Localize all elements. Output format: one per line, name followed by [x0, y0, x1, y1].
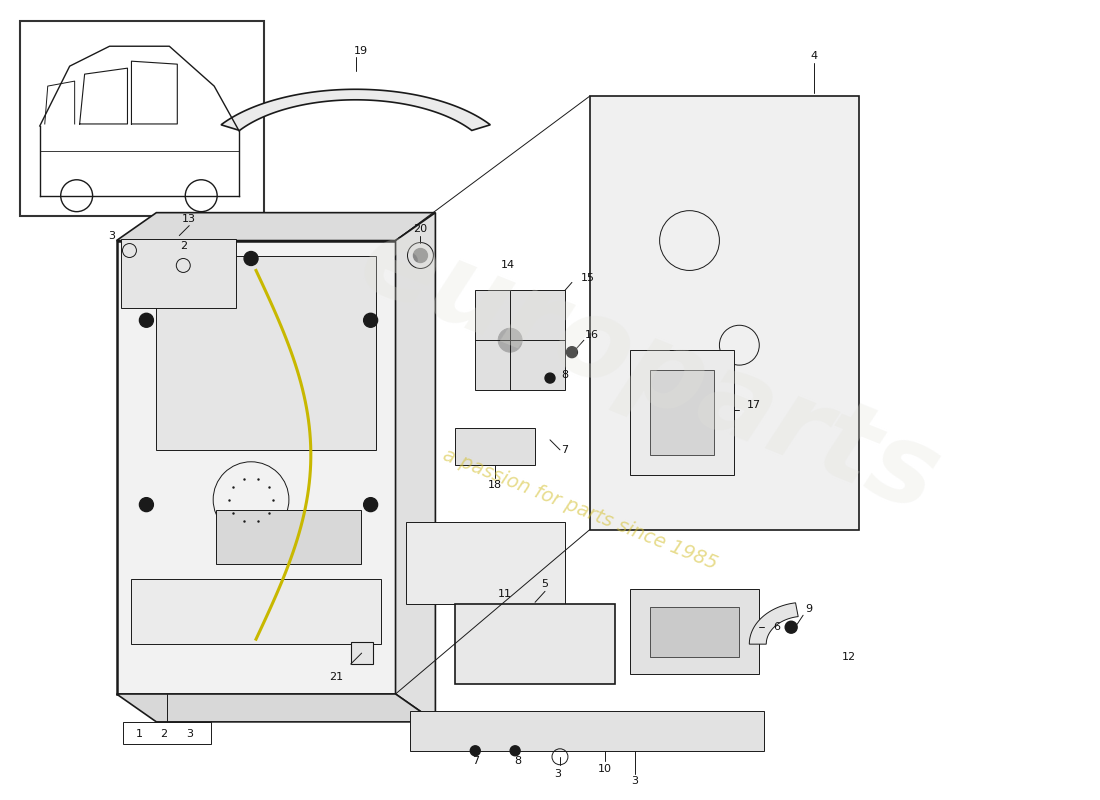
Text: 2: 2: [179, 241, 187, 250]
Text: 12: 12: [842, 652, 856, 662]
Circle shape: [498, 328, 522, 352]
Polygon shape: [117, 241, 396, 694]
Text: 3: 3: [186, 729, 192, 739]
Polygon shape: [156, 255, 375, 450]
Circle shape: [140, 498, 153, 512]
Circle shape: [785, 622, 798, 633]
Circle shape: [471, 746, 481, 756]
Text: 2: 2: [160, 729, 167, 739]
Text: 19: 19: [353, 46, 367, 56]
Text: 6: 6: [773, 622, 781, 632]
Polygon shape: [117, 694, 436, 722]
Circle shape: [414, 249, 428, 262]
Text: 11: 11: [498, 590, 513, 599]
FancyBboxPatch shape: [351, 642, 373, 664]
Text: 20: 20: [414, 223, 428, 234]
Text: 3: 3: [554, 769, 561, 778]
Text: 1: 1: [136, 729, 143, 739]
Circle shape: [544, 373, 556, 383]
Text: 10: 10: [597, 764, 612, 774]
Polygon shape: [749, 603, 799, 644]
Text: 3: 3: [631, 776, 638, 786]
Polygon shape: [629, 350, 735, 474]
Polygon shape: [455, 604, 615, 684]
Text: 14: 14: [502, 261, 515, 270]
Text: 7: 7: [561, 445, 569, 455]
Polygon shape: [121, 238, 236, 308]
Circle shape: [244, 251, 258, 266]
Text: a passion for parts since 1985: a passion for parts since 1985: [440, 446, 720, 574]
Polygon shape: [590, 96, 859, 530]
Text: 16: 16: [585, 330, 598, 340]
Polygon shape: [629, 590, 759, 674]
Text: 15: 15: [581, 274, 595, 283]
Polygon shape: [406, 522, 565, 604]
Text: 7: 7: [472, 756, 478, 766]
Text: 9: 9: [805, 604, 813, 614]
Polygon shape: [396, 213, 436, 722]
Text: 21: 21: [329, 672, 343, 682]
Text: 4: 4: [811, 51, 817, 61]
Text: 8: 8: [561, 370, 569, 380]
Polygon shape: [217, 510, 361, 565]
Circle shape: [364, 498, 377, 512]
Circle shape: [566, 346, 578, 358]
Polygon shape: [132, 579, 381, 644]
Polygon shape: [455, 428, 535, 465]
Circle shape: [510, 746, 520, 756]
Text: 3: 3: [108, 230, 115, 241]
Text: europarts: europarts: [345, 206, 955, 534]
Polygon shape: [650, 607, 739, 657]
Polygon shape: [475, 290, 565, 390]
Polygon shape: [221, 90, 491, 130]
Polygon shape: [117, 213, 436, 241]
Polygon shape: [410, 711, 764, 750]
Text: 13: 13: [183, 214, 196, 224]
Circle shape: [140, 314, 153, 327]
Circle shape: [364, 314, 377, 327]
Text: 8: 8: [515, 756, 521, 766]
Text: 17: 17: [747, 400, 761, 410]
Text: 5: 5: [541, 579, 549, 590]
FancyBboxPatch shape: [20, 22, 264, 216]
Polygon shape: [650, 370, 714, 455]
Text: 18: 18: [488, 480, 503, 490]
